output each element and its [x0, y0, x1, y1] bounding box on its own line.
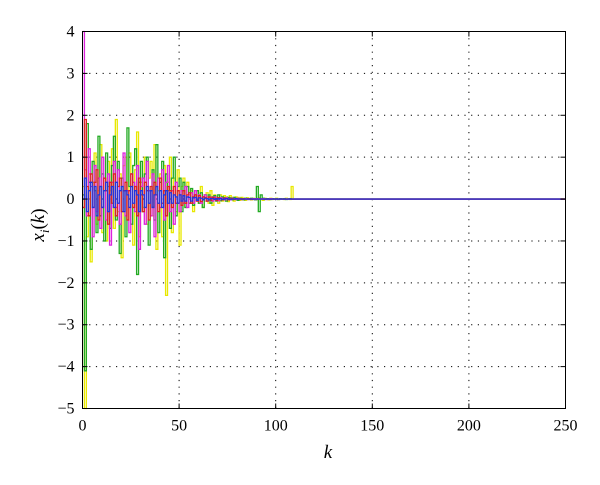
y-tick-label: 1 [67, 149, 75, 166]
series-line-2 [82, 123, 566, 372]
series-line-3 [82, 30, 566, 250]
y-tick-labels: −5 −4 −3 −2 −1 0 1 2 3 4 [57, 24, 74, 418]
x-tick-label: 50 [171, 418, 187, 435]
y-tick-label: −1 [57, 233, 74, 250]
x-axis-label: k [324, 442, 333, 463]
y-axis-label: xi(k) [28, 208, 52, 242]
x-tick-label: 0 [79, 418, 87, 435]
y-tick-label: −3 [57, 317, 74, 334]
series-line-1 [82, 118, 566, 410]
axis-ticks [82, 31, 566, 409]
plot-frame [82, 31, 566, 409]
x-tick-label: 150 [360, 418, 384, 435]
y-tick-label: 2 [67, 107, 75, 124]
y-tick-label: 4 [67, 24, 75, 41]
y-tick-label: −4 [57, 359, 74, 376]
x-tick-label: 250 [554, 418, 578, 435]
series-line-4 [82, 118, 566, 225]
y-tick-label: 0 [67, 191, 75, 208]
y-tick-label: −2 [57, 275, 74, 292]
series-group [82, 30, 566, 410]
x-tick-labels: 0 50 100 150 200 250 [79, 418, 578, 435]
y-tick-label: −5 [57, 401, 74, 418]
x-tick-label: 100 [264, 418, 288, 435]
series-line-5 [82, 177, 566, 217]
x-tick-label: 200 [457, 418, 481, 435]
y-tick-label: 3 [67, 65, 75, 82]
